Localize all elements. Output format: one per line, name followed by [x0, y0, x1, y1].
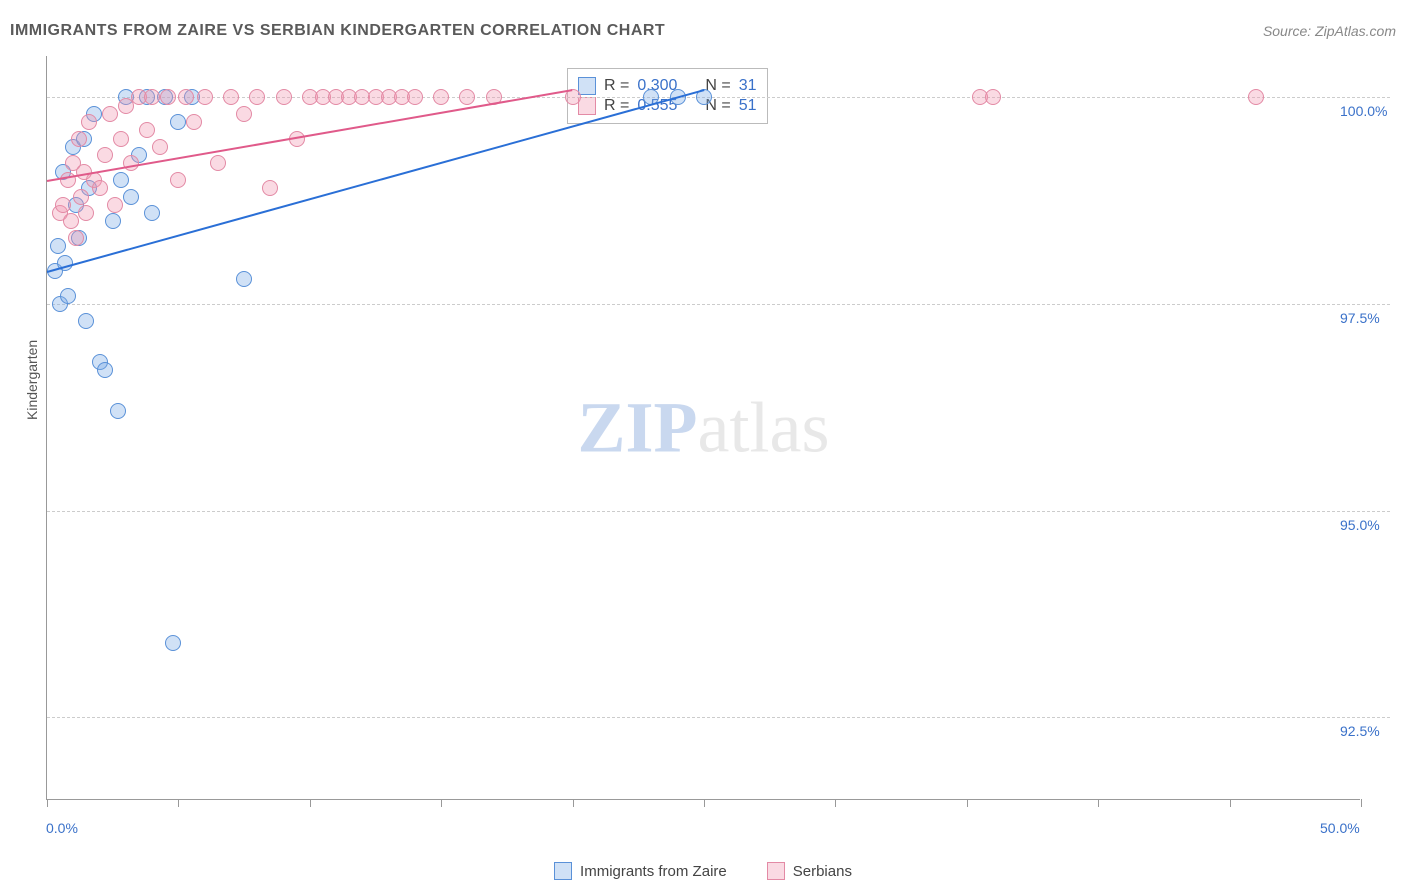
swatch-serbians: [578, 97, 596, 115]
legend-item-zaire: Immigrants from Zaire: [554, 862, 727, 880]
data-point: [249, 89, 265, 105]
data-point: [97, 147, 113, 163]
data-point: [139, 122, 155, 138]
data-point: [105, 213, 121, 229]
legend-item-serbians: Serbians: [767, 862, 852, 880]
y-tick-label: 92.5%: [1340, 723, 1380, 739]
data-point: [236, 271, 252, 287]
data-point: [110, 403, 126, 419]
data-point: [102, 106, 118, 122]
data-point: [60, 288, 76, 304]
stats-legend-box: R = 0.300 N = 31 R = 0.555 N = 51: [567, 68, 768, 124]
data-point: [78, 313, 94, 329]
data-point: [97, 362, 113, 378]
data-point: [144, 205, 160, 221]
gridline: [47, 511, 1390, 512]
data-point: [152, 139, 168, 155]
x-tick: [1098, 799, 1099, 807]
x-tick: [47, 799, 48, 807]
x-tick: [573, 799, 574, 807]
data-point: [160, 89, 176, 105]
data-point: [165, 635, 181, 651]
data-point: [223, 89, 239, 105]
data-point: [1248, 89, 1264, 105]
data-point: [276, 89, 292, 105]
data-point: [985, 89, 1001, 105]
data-point: [210, 155, 226, 171]
legend-swatch-serbians: [767, 862, 785, 880]
x-tick: [1361, 799, 1362, 807]
data-point: [78, 205, 94, 221]
data-point: [197, 89, 213, 105]
data-point: [262, 180, 278, 196]
stats-row-zaire: R = 0.300 N = 31: [578, 77, 757, 95]
data-point: [186, 114, 202, 130]
data-point: [113, 131, 129, 147]
trend-line: [47, 89, 705, 273]
x-tick: [835, 799, 836, 807]
y-tick-label: 95.0%: [1340, 517, 1380, 533]
x-tick: [967, 799, 968, 807]
x-tick: [441, 799, 442, 807]
x-tick-label: 0.0%: [46, 820, 78, 836]
x-tick: [704, 799, 705, 807]
data-point: [81, 114, 97, 130]
x-tick: [310, 799, 311, 807]
legend-swatch-zaire: [554, 862, 572, 880]
data-point: [178, 89, 194, 105]
chart-title: IMMIGRANTS FROM ZAIRE VS SERBIAN KINDERG…: [10, 22, 665, 40]
gridline: [47, 304, 1390, 305]
y-tick-label: 97.5%: [1340, 310, 1380, 326]
data-point: [92, 180, 108, 196]
data-point: [71, 131, 87, 147]
data-point: [55, 197, 71, 213]
data-point: [63, 213, 79, 229]
x-tick-label: 50.0%: [1320, 820, 1360, 836]
data-point: [123, 189, 139, 205]
gridline: [47, 717, 1390, 718]
bottom-legend: Immigrants from Zaire Serbians: [0, 862, 1406, 880]
x-tick: [178, 799, 179, 807]
data-point: [68, 230, 84, 246]
data-point: [459, 89, 475, 105]
data-point: [113, 172, 129, 188]
data-point: [73, 189, 89, 205]
y-tick-label: 100.0%: [1340, 103, 1387, 119]
data-point: [236, 106, 252, 122]
chart-plot-area: ZIPatlas R = 0.300 N = 31 R = 0.555 N = …: [46, 56, 1360, 800]
data-point: [50, 238, 66, 254]
x-tick: [1230, 799, 1231, 807]
source-credit: Source: ZipAtlas.com: [1263, 23, 1396, 39]
swatch-zaire: [578, 77, 596, 95]
watermark: ZIPatlas: [578, 386, 830, 469]
data-point: [170, 114, 186, 130]
data-point: [433, 89, 449, 105]
data-point: [407, 89, 423, 105]
y-axis-label: Kindergarten: [24, 340, 40, 420]
data-point: [107, 197, 123, 213]
data-point: [170, 172, 186, 188]
header: IMMIGRANTS FROM ZAIRE VS SERBIAN KINDERG…: [10, 22, 1396, 40]
data-point: [144, 89, 160, 105]
